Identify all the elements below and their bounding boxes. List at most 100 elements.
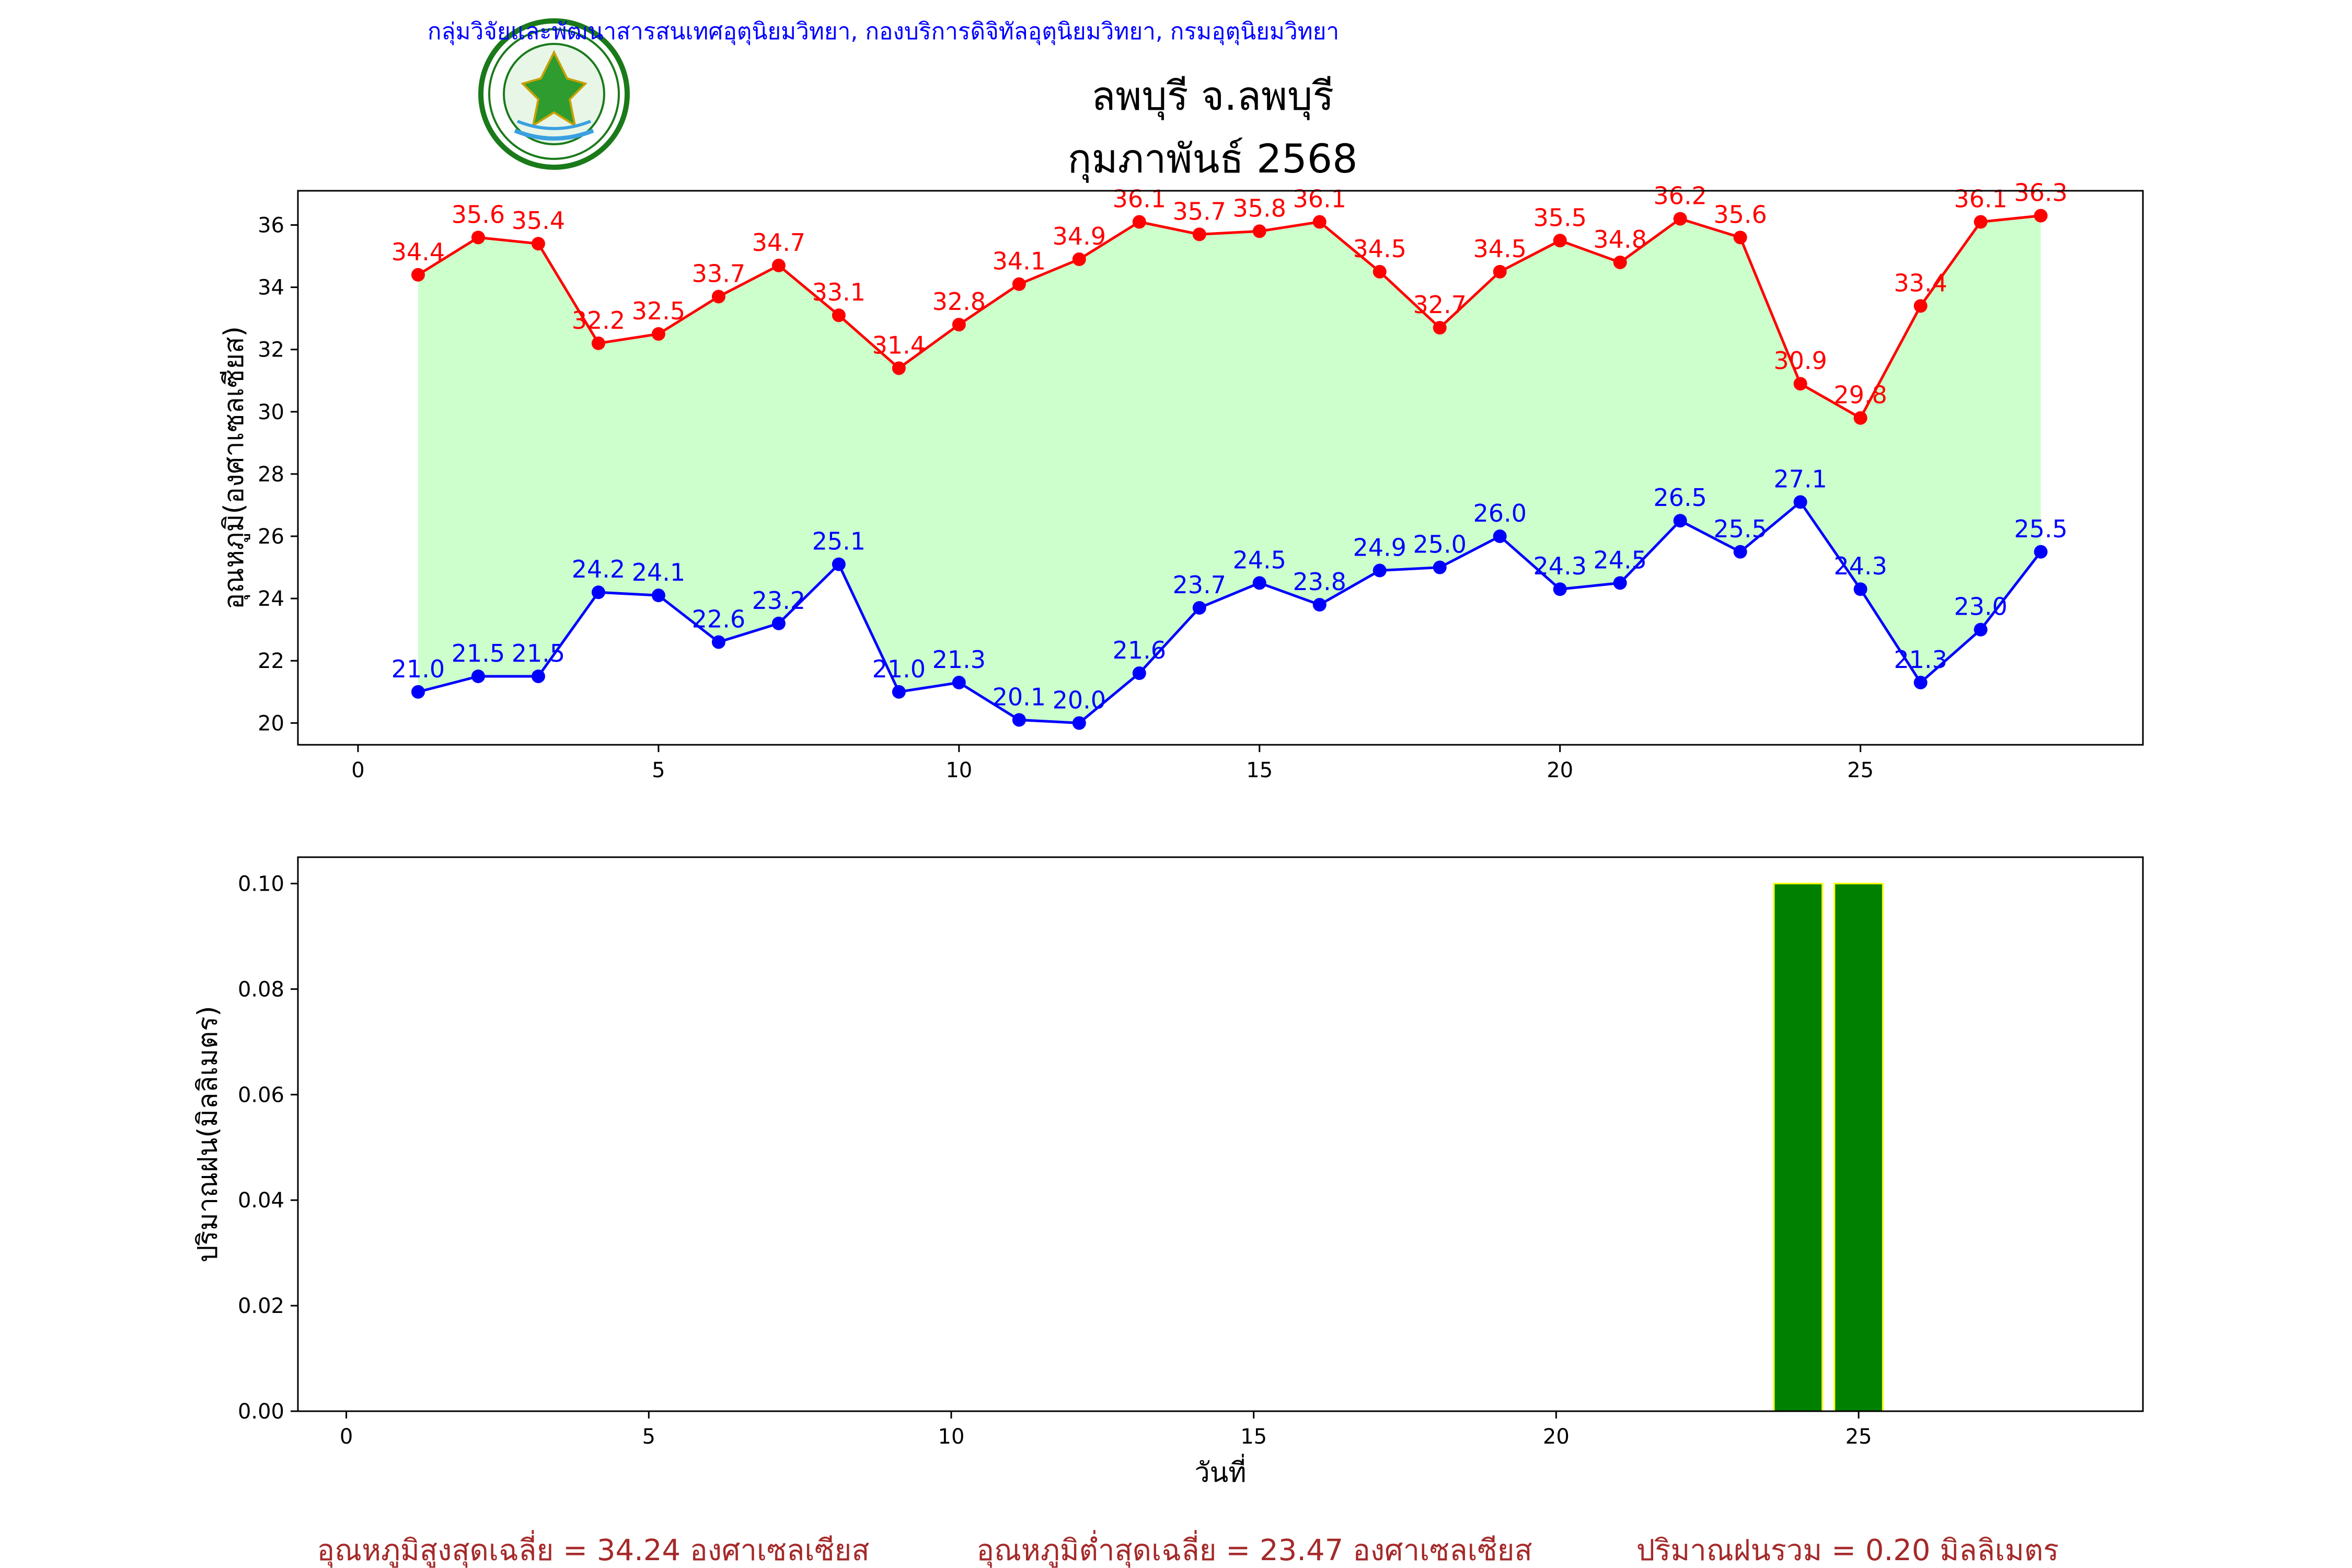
min-temperature-point: [471, 669, 485, 683]
min-temperature-point: [1913, 675, 1928, 689]
max-temperature-label: 34.1: [993, 247, 1046, 275]
min-temperature-point: [411, 685, 425, 699]
min-temperature-point: [771, 616, 786, 630]
temperature-points: [411, 209, 2048, 730]
average-max-temperature: อุณหภูมิสูงสุดเฉลี่ย = 34.24 องศาเซลเซีย…: [317, 1530, 869, 1568]
max-temperature-point: [411, 268, 425, 282]
max-temperature-point: [771, 258, 786, 272]
min-temperature-label: 24.5: [1233, 546, 1286, 574]
max-temperature-label: 35.6: [1713, 200, 1767, 228]
min-temperature-label: 25.0: [1413, 531, 1466, 559]
agency-name: กลุ่มวิจัยและพัฒนาสารสนเทศอุตุนิยมวิทยา,…: [428, 18, 1339, 45]
max-temperature-label: 32.2: [572, 306, 625, 335]
min-temperature-point: [1312, 598, 1327, 612]
max-temperature-point: [711, 290, 725, 304]
rainfall-bar: [1834, 882, 1884, 1412]
min-temperature-label: 23.0: [1954, 593, 2007, 621]
rainfall-axis-ticks: 0.00 0.02 0.04 0.06 0.08 0.10 0 5 10 15 20 25: [238, 872, 1872, 1449]
station-title: ลพบุรี จ.ลพบุรี: [1091, 73, 1334, 120]
max-temperature-label: 30.9: [1773, 347, 1827, 375]
period-title: กุมภาพันธ์ 2568: [1068, 135, 1358, 183]
max-temperature-point: [1974, 215, 1988, 229]
min-temperature-label: 21.5: [452, 639, 505, 667]
temperature-range-fill: [418, 215, 2041, 723]
min-temperature-label: 25.5: [2014, 515, 2067, 543]
temperature-x-tick-label: 0: [351, 758, 364, 782]
average-min-temperature: อุณหภูมิต่ำสุดเฉลี่ย = 23.47 องศาเซลเซีย…: [976, 1530, 1532, 1568]
min-temperature-label: 21.3: [932, 645, 986, 674]
min-temperature-line: [418, 500, 2042, 724]
max-temperature-point: [1012, 277, 1026, 291]
max-temperature-point: [1733, 230, 1747, 245]
temperature-y-tick-label: 20: [258, 711, 284, 735]
rainfall-x-tick-label: 5: [642, 1425, 655, 1449]
min-temperature-point: [711, 635, 725, 649]
min-temperature-point: [1974, 622, 1988, 637]
min-temperature-point: [1673, 514, 1687, 528]
min-temperature-point: [1012, 713, 1026, 727]
temperature-y-tick-label: 24: [258, 587, 284, 611]
min-temperature-point: [1613, 576, 1627, 590]
temperature-y-axis-label: อุณหภูมิ(องศาเซลเซียส): [218, 326, 250, 609]
min-temperature-label: 23.8: [1293, 568, 1346, 596]
max-temperature-label: 33.4: [1894, 269, 1947, 297]
max-temperature-line: [417, 214, 2041, 420]
min-temperature-label: 23.7: [1173, 571, 1226, 599]
temperature-y-tick-label: 22: [258, 649, 284, 673]
max-temperature-label: 34.8: [1593, 225, 1646, 253]
max-temperature-point: [1613, 255, 1627, 269]
min-temperature-point: [1132, 666, 1146, 681]
rainfall-bars: [1773, 882, 1884, 1412]
min-temperature-label: 24.3: [1533, 552, 1586, 580]
max-temperature-point: [2034, 209, 2048, 223]
min-temperature-label: 25.5: [1713, 515, 1767, 543]
min-temperature-point: [1553, 582, 1567, 596]
temperature-lines: [417, 214, 2042, 724]
max-temperature-point: [1433, 321, 1447, 335]
temperature-x-tick-label: 25: [1847, 758, 1874, 782]
max-temperature-label: 32.5: [632, 297, 685, 325]
max-temperature-label: 34.9: [1053, 222, 1106, 250]
max-temperature-point: [1673, 212, 1687, 226]
min-temperature-label: 24.3: [1834, 552, 1887, 580]
max-temperature-point: [471, 230, 485, 245]
max-temperature-label: 35.5: [1533, 203, 1586, 232]
max-temperature-label: 29.8: [1834, 381, 1887, 409]
min-temperature-label: 23.2: [752, 586, 805, 615]
rainfall-y-tick-label: 0.10: [238, 872, 284, 896]
min-temperature-point: [1853, 582, 1867, 596]
max-temperature-label: 34.4: [391, 238, 445, 266]
min-temperature-point: [531, 669, 545, 683]
max-temperature-point: [1553, 234, 1567, 248]
temperature-range-area: [418, 215, 2041, 723]
rainfall-x-tick-label: 10: [938, 1425, 965, 1449]
max-temperature-label: 36.3: [2014, 179, 2067, 207]
max-temperature-point: [1192, 227, 1206, 241]
rainfall-bar: [1773, 882, 1824, 1412]
temperature-y-tick-label: 32: [258, 338, 284, 362]
min-temperature-label: 21.0: [872, 655, 926, 683]
min-temperature-point: [2034, 545, 2048, 559]
max-temperature-label: 32.7: [1413, 291, 1466, 319]
temperature-y-tick-label: 30: [258, 400, 284, 424]
max-temperature-label: 34.5: [1473, 235, 1526, 263]
max-temperature-label: 36.1: [1293, 185, 1346, 213]
max-temperature-label: 36.1: [1954, 185, 2007, 213]
temperature-y-tick-label: 36: [258, 214, 284, 238]
max-temperature-point: [832, 308, 846, 322]
rainfall-x-tick-label: 20: [1543, 1425, 1570, 1449]
min-temperature-label: 25.1: [812, 527, 866, 556]
rainfall-y-axis-label: ปริมาณฝน(มิลลิเมตร): [192, 1006, 224, 1262]
min-temperature-point: [832, 557, 846, 571]
min-temperature-point: [952, 675, 966, 689]
rainfall-y-tick-label: 0.04: [238, 1189, 284, 1213]
temperature-x-tick-label: 5: [652, 758, 665, 782]
total-rainfall: ปริมาณฝนรวม = 0.20 มิลลิเมตร: [1636, 1534, 2059, 1567]
min-temperature-point: [1793, 495, 1807, 509]
max-temperature-label: 34.7: [752, 228, 805, 257]
max-temperature-label: 35.6: [452, 200, 505, 228]
temperature-x-tick-label: 20: [1547, 758, 1573, 782]
temperature-y-tick-label: 34: [258, 276, 284, 300]
